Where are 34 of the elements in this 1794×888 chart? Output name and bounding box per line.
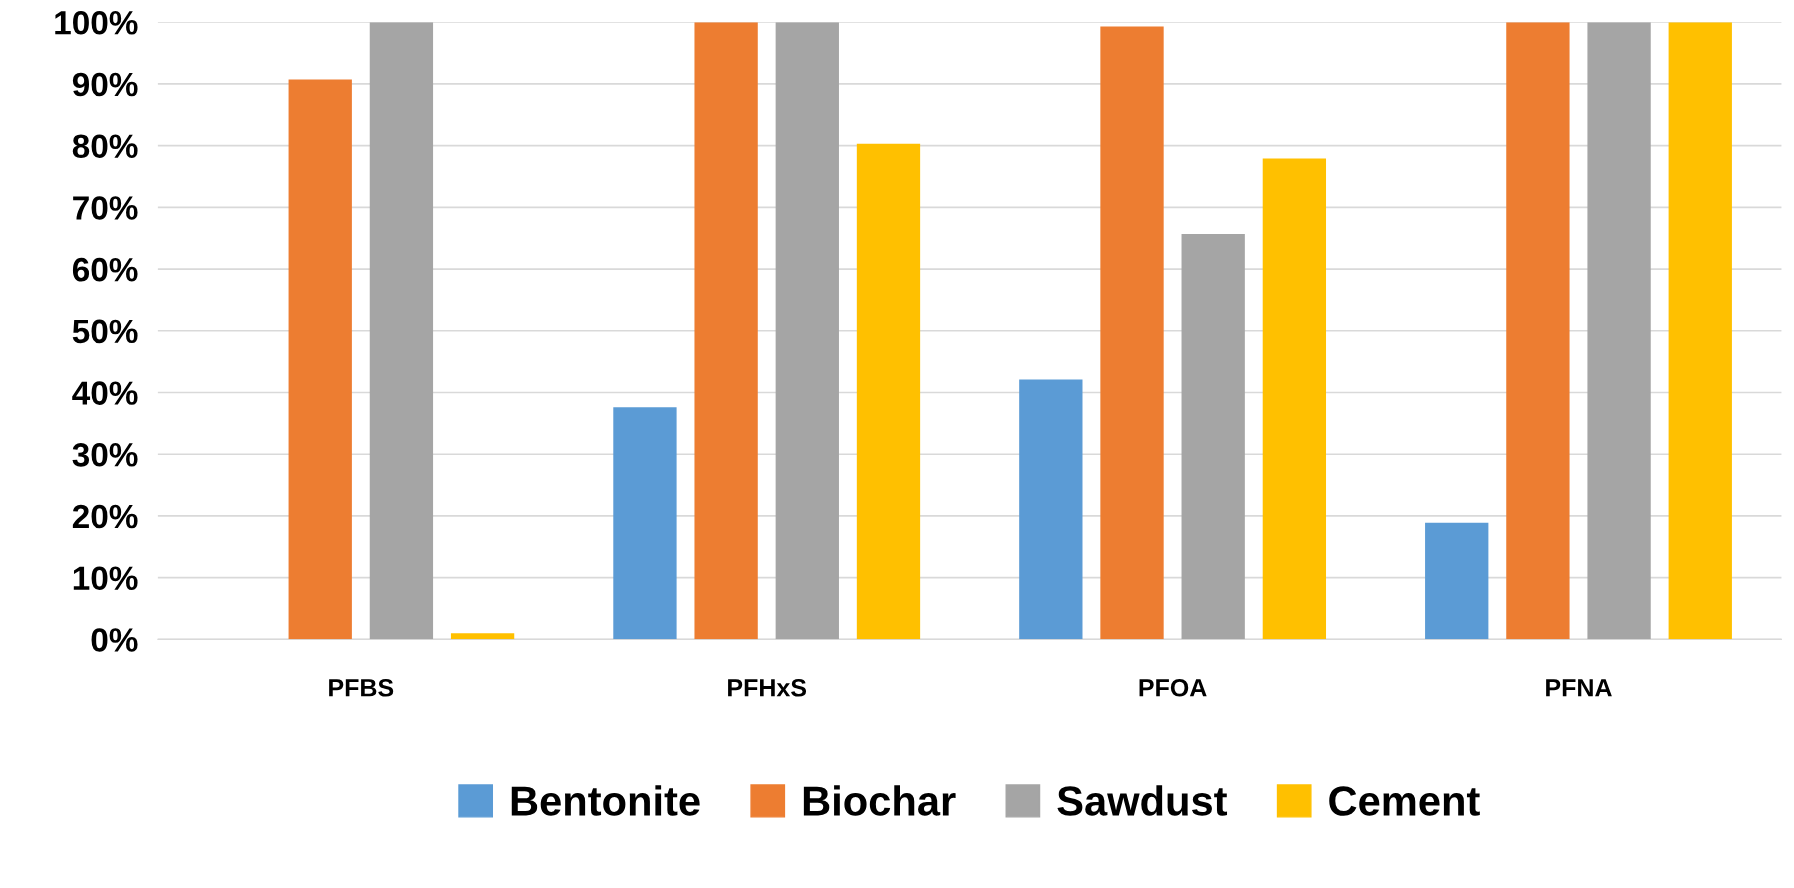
- bar: [1587, 22, 1651, 640]
- y-tick-label: 10%: [73, 566, 138, 591]
- y-tick-label: 70%: [73, 196, 138, 220]
- legend-label: Bentonite: [511, 785, 700, 816]
- bar: [369, 22, 434, 640]
- legend-label: Sawdust: [1057, 785, 1228, 816]
- y-tick-label: 90%: [72, 72, 138, 97]
- y-tick-label: 50%: [72, 319, 138, 344]
- y-tick-label: 30%: [72, 443, 138, 467]
- x-tick-label: PFBS: [329, 678, 394, 697]
- bar: [1425, 522, 1489, 640]
- y-tick-label: 100%: [55, 11, 138, 35]
- bar: [1506, 22, 1570, 640]
- bar: [288, 79, 352, 640]
- x-tick-label: PFHxS: [728, 678, 807, 697]
- bar: [1019, 379, 1083, 640]
- legend-label: Cement: [1329, 786, 1480, 816]
- bar: [450, 633, 515, 640]
- bar: [1668, 22, 1732, 640]
- x-tick-label: PFNA: [1546, 679, 1612, 697]
- x-tick-label: PFOA: [1139, 678, 1207, 697]
- y-tick-label: 0%: [91, 628, 138, 652]
- bar: [1181, 233, 1245, 640]
- bar: [856, 143, 921, 640]
- bar: [1262, 158, 1327, 640]
- bar: [613, 407, 677, 640]
- y-tick-label: 80%: [72, 134, 138, 159]
- bar: [775, 22, 839, 640]
- legend-label: Biochar: [803, 785, 956, 816]
- y-tick-label: 40%: [72, 381, 138, 405]
- y-tick-label: 60%: [72, 257, 138, 282]
- bar: [1100, 26, 1164, 640]
- bar: [694, 22, 758, 640]
- y-tick-label: 20%: [72, 504, 138, 529]
